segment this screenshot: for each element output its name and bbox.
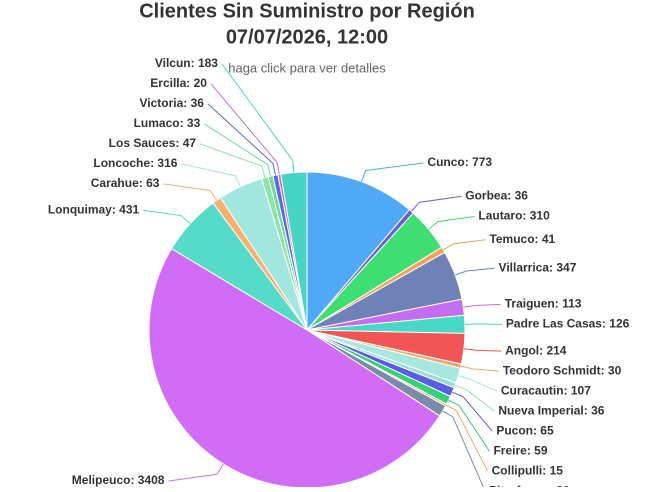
connector (362, 163, 424, 182)
data-label: Villarrica: 347 (499, 260, 577, 274)
connector (181, 164, 240, 187)
chart-subtitle: haga click para ver detalles (228, 60, 386, 75)
connector (449, 400, 490, 451)
connector (222, 64, 294, 173)
connector (211, 84, 279, 175)
data-label: Nueva Imperial: 36 (498, 403, 604, 417)
data-label: Teodoro Schmidt: 30 (503, 363, 622, 377)
data-label: Loncoche: 316 (93, 156, 177, 170)
connector (429, 216, 475, 229)
data-label: Traiguen: 113 (505, 296, 582, 310)
data-label: Gorbea: 36 (465, 189, 528, 203)
data-label: Padre Las Casas: 126 (506, 316, 630, 330)
chart-title: 07/07/2026, 12:00 (226, 26, 388, 48)
data-label: Los Sauces: 47 (109, 136, 197, 150)
data-label: Lonquimay: 431 (48, 202, 140, 216)
connector (411, 196, 461, 211)
data-label: Cunco: 773 (427, 155, 492, 169)
connector (461, 366, 499, 371)
connector (208, 104, 275, 175)
connector (204, 124, 270, 176)
data-label: Victoria: 36 (139, 96, 204, 110)
data-label: Lumaco: 33 (134, 116, 201, 130)
data-label: Lautaro: 310 (478, 209, 550, 223)
data-label: Melipeuco: 3408 (72, 473, 165, 487)
data-label: Temuco: 41 (489, 232, 555, 246)
data-label: Collipulli: 15 (492, 463, 564, 477)
connector (163, 184, 216, 200)
connector (143, 210, 190, 223)
chart-title: Clientes Sin Suministro por Región (139, 0, 475, 22)
data-label: Ercilla: 20 (150, 76, 207, 90)
data-label: Curacautin: 107 (501, 383, 591, 397)
data-label: Pucon: 65 (496, 423, 554, 437)
connector (168, 464, 223, 481)
connector (443, 411, 485, 487)
connector (455, 268, 494, 275)
data-label: Vilcun: 183 (155, 56, 218, 70)
connector (463, 304, 500, 307)
connector (443, 240, 485, 250)
data-label: Freire: 59 (493, 443, 547, 457)
data-label: Pitrufquen: 80 (489, 483, 570, 487)
data-label: Carahue: 63 (91, 176, 160, 190)
data-label: Angol: 214 (505, 343, 567, 357)
connector (200, 144, 265, 178)
connector (464, 349, 501, 351)
